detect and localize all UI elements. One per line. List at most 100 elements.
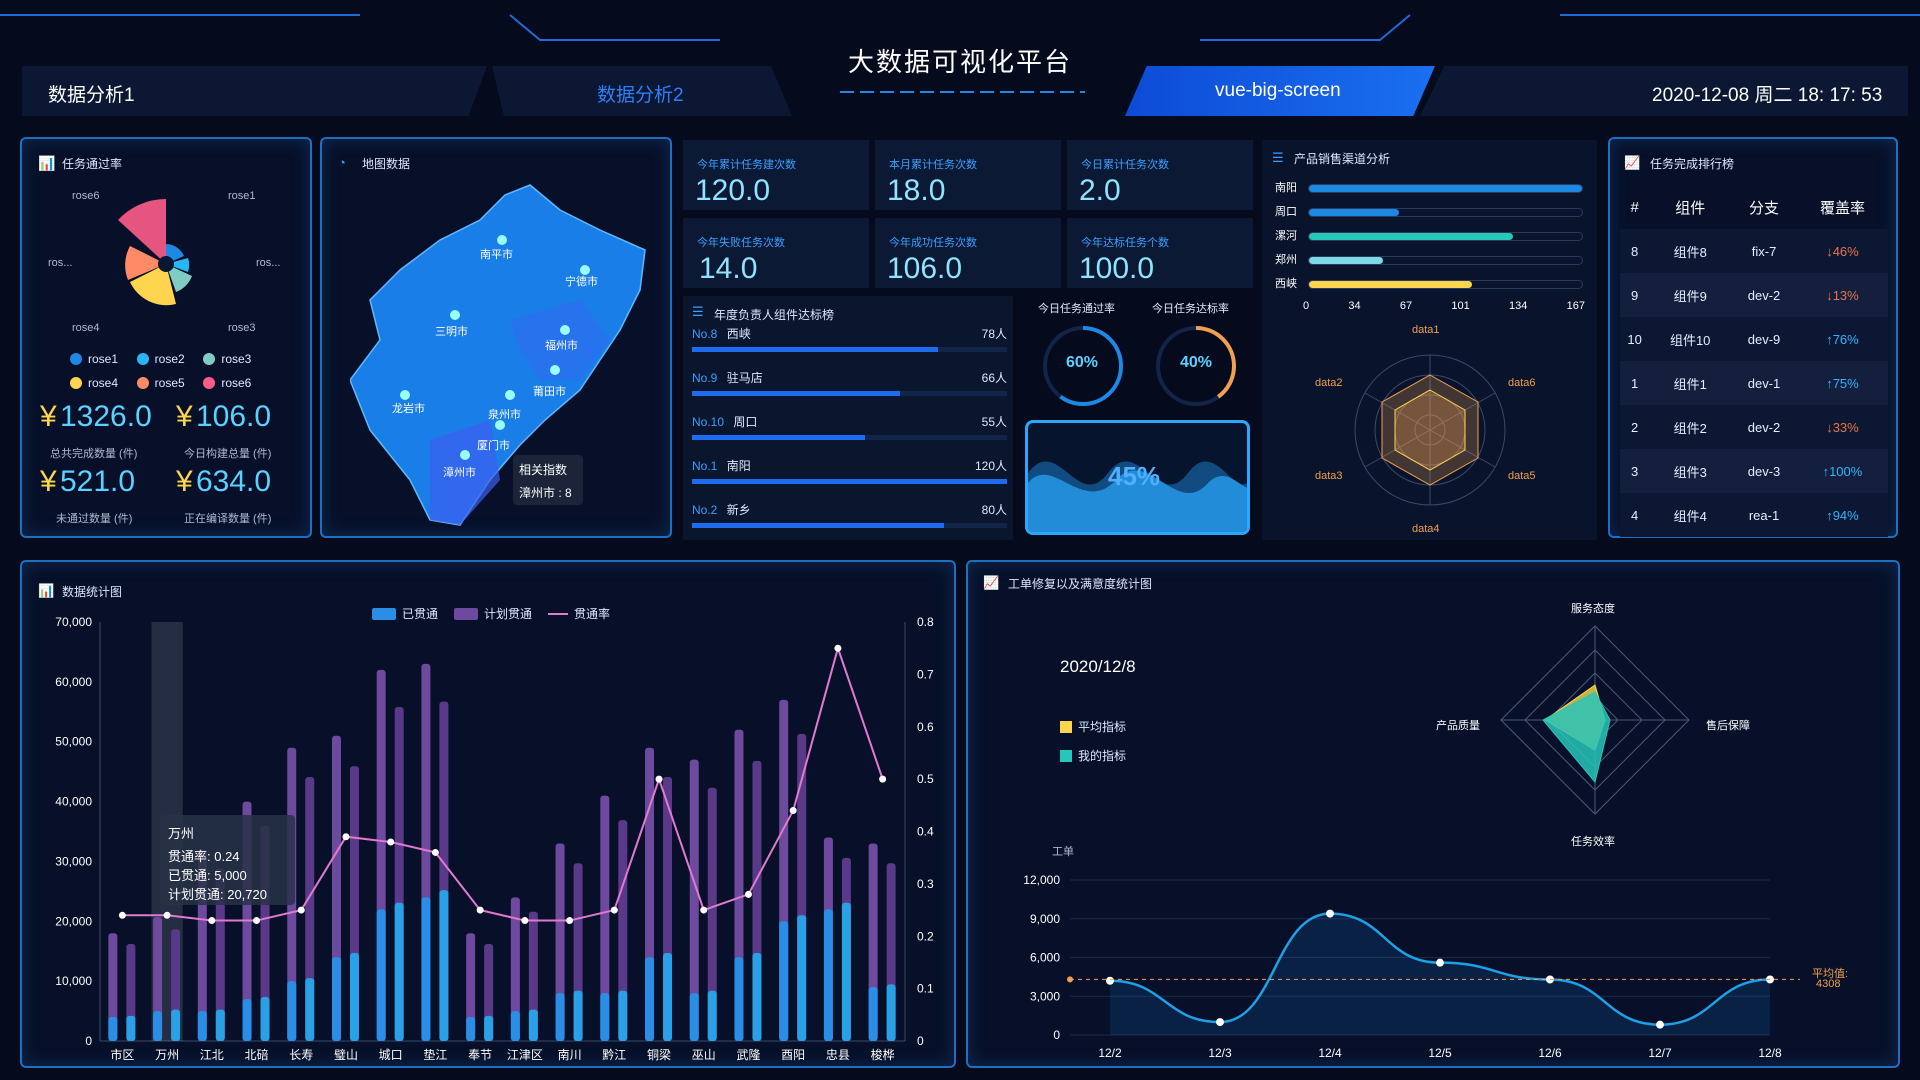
- bar-done-secondary[interactable]: [484, 1015, 494, 1041]
- bar-done-secondary[interactable]: [841, 902, 851, 1041]
- list-item[interactable]: No.9 驻马店 66人: [692, 369, 1007, 413]
- legend-item[interactable]: 平均指标: [1060, 718, 1126, 735]
- legend-item[interactable]: 贯通率: [548, 605, 610, 622]
- repair-line-chart[interactable]: 12,000 9,000 6,000 3,000 0 12/2 12/3 12/4 12/5 12…: [1000, 860, 1840, 1060]
- bar-done[interactable]: [376, 909, 386, 1041]
- bar-done-secondary[interactable]: [752, 953, 762, 1041]
- bar-done[interactable]: [287, 981, 297, 1041]
- list-item[interactable]: 西峡: [1275, 274, 1585, 298]
- rate-point[interactable]: [208, 917, 216, 925]
- table-row[interactable]: 3 组件3 dev-3 ↑100%: [1620, 449, 1888, 493]
- rate-point[interactable]: [655, 775, 663, 783]
- bar-done[interactable]: [823, 909, 833, 1041]
- legend-item[interactable]: rose6: [203, 376, 270, 390]
- repair-point[interactable]: [1326, 909, 1334, 918]
- bar-done[interactable]: [779, 921, 789, 1041]
- rate-point[interactable]: [834, 644, 842, 652]
- list-item[interactable]: 周口: [1275, 202, 1585, 226]
- list-item[interactable]: No.8 西峡 78人: [692, 325, 1007, 369]
- bar-done-secondary[interactable]: [126, 1015, 136, 1041]
- bar-plan-secondary[interactable]: [618, 820, 628, 1041]
- bar-plan[interactable]: [466, 933, 476, 1041]
- bar-done[interactable]: [331, 957, 341, 1041]
- bar-done-secondary[interactable]: [394, 902, 404, 1041]
- legend-item[interactable]: rose2: [136, 352, 204, 366]
- legend-item[interactable]: 计划贯通: [454, 605, 532, 622]
- legend-item[interactable]: rose5: [136, 376, 204, 390]
- bar-done[interactable]: [689, 993, 699, 1041]
- table-row[interactable]: 1 组件1 dev-1 ↑75%: [1620, 361, 1888, 405]
- bar-done[interactable]: [466, 1017, 476, 1041]
- bar-done[interactable]: [555, 993, 565, 1041]
- bar-done[interactable]: [197, 1011, 207, 1041]
- bar-done[interactable]: [421, 897, 431, 1041]
- table-row[interactable]: 8 组件8 fix-7 ↓46%: [1620, 229, 1888, 273]
- tab-vue-big-screen[interactable]: [1125, 66, 1435, 116]
- rate-point[interactable]: [700, 906, 708, 914]
- rate-point[interactable]: [118, 911, 126, 919]
- bar-plan-secondary[interactable]: [707, 787, 717, 1041]
- table-row[interactable]: 9 组件9 dev-2 ↓13%: [1620, 273, 1888, 317]
- rate-point[interactable]: [610, 906, 618, 914]
- bar-done[interactable]: [868, 987, 878, 1041]
- bar-plan[interactable]: [153, 916, 163, 1041]
- bar-done[interactable]: [153, 1011, 163, 1041]
- rate-point[interactable]: [297, 906, 305, 914]
- repair-point[interactable]: [1656, 1020, 1664, 1029]
- legend-item[interactable]: 我的指标: [1060, 747, 1126, 764]
- legend-item[interactable]: rose3: [203, 352, 270, 366]
- bar-done-secondary[interactable]: [171, 1009, 181, 1041]
- legend-item[interactable]: 已贯通: [372, 605, 438, 622]
- bar-done[interactable]: [645, 957, 655, 1041]
- bar-done[interactable]: [108, 1017, 118, 1041]
- bar-done-secondary[interactable]: [797, 915, 807, 1041]
- bar-done-secondary[interactable]: [886, 984, 896, 1041]
- rate-point[interactable]: [789, 807, 797, 815]
- list-item[interactable]: 南阳: [1275, 178, 1585, 202]
- table-row[interactable]: 2 组件2 dev-2 ↓33%: [1620, 405, 1888, 449]
- rate-point[interactable]: [744, 890, 752, 898]
- bar-done[interactable]: [510, 1011, 520, 1041]
- bar-plan[interactable]: [510, 897, 520, 1041]
- rate-point[interactable]: [253, 917, 261, 925]
- bar-plan[interactable]: [555, 843, 565, 1041]
- bar-plan[interactable]: [600, 795, 610, 1041]
- bar-done-secondary[interactable]: [707, 990, 717, 1041]
- bar-plan-secondary[interactable]: [215, 868, 225, 1041]
- rate-point[interactable]: [387, 838, 395, 846]
- legend-item[interactable]: rose4: [70, 376, 137, 390]
- repair-point[interactable]: [1436, 958, 1444, 967]
- list-item[interactable]: No.10 周口 55人: [692, 413, 1007, 457]
- bar-done-secondary[interactable]: [663, 953, 673, 1041]
- rate-point[interactable]: [431, 848, 439, 856]
- bar-done-secondary[interactable]: [305, 978, 315, 1041]
- bar-plan[interactable]: [108, 933, 118, 1041]
- bar-done-secondary[interactable]: [618, 990, 628, 1041]
- table-row[interactable]: 4 组件4 rea-1 ↑94%: [1620, 493, 1888, 537]
- tab-data-analysis-1[interactable]: [22, 66, 487, 116]
- bar-done-secondary[interactable]: [528, 1009, 538, 1041]
- bar-done[interactable]: [600, 993, 610, 1041]
- table-row[interactable]: 10 组件10 dev-9 ↑76%: [1620, 317, 1888, 361]
- bar-done[interactable]: [242, 999, 252, 1041]
- rate-point[interactable]: [163, 911, 171, 919]
- rate-point[interactable]: [476, 906, 484, 914]
- fujian-map[interactable]: [350, 180, 650, 530]
- rate-point[interactable]: [566, 917, 574, 925]
- bar-done[interactable]: [734, 957, 744, 1041]
- tab-data-analysis-2[interactable]: [492, 66, 792, 116]
- bar-plan[interactable]: [689, 759, 699, 1041]
- repair-point[interactable]: [1216, 1018, 1224, 1027]
- rate-point[interactable]: [879, 775, 887, 783]
- list-item[interactable]: 漯河: [1275, 226, 1585, 250]
- list-item[interactable]: No.1 南阳 120人: [692, 457, 1007, 501]
- bar-done-secondary[interactable]: [349, 953, 359, 1041]
- list-item[interactable]: 郑州: [1275, 250, 1585, 274]
- bar-done-secondary[interactable]: [260, 997, 270, 1041]
- bar-done-secondary[interactable]: [439, 890, 449, 1041]
- rate-point[interactable]: [521, 917, 529, 925]
- repair-point[interactable]: [1106, 976, 1114, 985]
- rate-point[interactable]: [342, 833, 350, 841]
- bar-plan-secondary[interactable]: [305, 777, 315, 1041]
- bar-done-secondary[interactable]: [573, 990, 583, 1041]
